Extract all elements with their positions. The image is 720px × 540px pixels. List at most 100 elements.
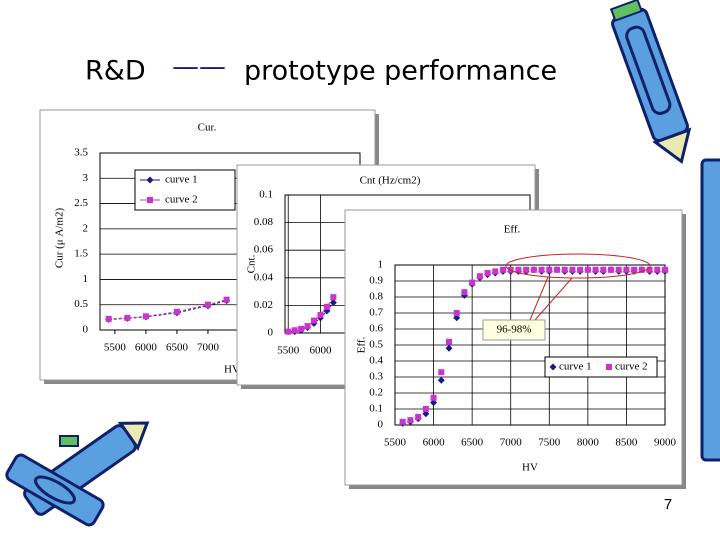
annotation-ellipse <box>505 253 651 279</box>
marker-square <box>615 266 622 273</box>
y-tick-label: 3.5 <box>74 147 88 159</box>
marker-square <box>500 266 506 273</box>
x-tick-label: 5500 <box>277 345 300 357</box>
marker-square <box>492 268 499 275</box>
title-rest: prototype performance <box>244 56 557 87</box>
x-tick-label: 8000 <box>577 437 600 449</box>
x-tick-label: 6000 <box>135 342 158 354</box>
crayon-right <box>700 158 720 462</box>
marker-square <box>469 279 476 286</box>
marker-square <box>285 328 292 335</box>
x-tick-label: 5500 <box>384 437 407 449</box>
title-lead: R&D <box>85 56 146 87</box>
marker-diamond <box>329 299 337 307</box>
marker-square <box>584 266 591 273</box>
y-axis-label: Eff. <box>356 336 368 353</box>
marker-square <box>330 294 337 301</box>
marker-square <box>311 317 318 324</box>
marker-square <box>507 266 514 273</box>
marker-square <box>606 364 612 370</box>
y-tick-label: 0 <box>268 327 274 339</box>
chart-card: 0 0.1 0.2 0.3 0.4 0.5 0.6 0.7 0.8 0.9 1 5500 6000 650… <box>344 209 686 489</box>
y-tick-label: 0.2 <box>369 387 383 399</box>
marker-square <box>476 273 483 280</box>
title-dash: —— <box>172 52 226 83</box>
marker-square <box>515 266 522 273</box>
y-tick-label: 1 <box>378 259 384 271</box>
marker-square <box>638 266 645 273</box>
y-tick-label: 0.06 <box>254 244 274 256</box>
y-axis-label: Cnt. <box>246 254 258 273</box>
chart-title: Eff. <box>504 224 521 236</box>
marker-square <box>546 266 553 273</box>
y-tick-label: 3 <box>83 172 89 184</box>
x-tick-label: 9000 <box>654 437 677 449</box>
y-tick-label: 0.08 <box>254 216 274 228</box>
marker-diamond <box>430 399 438 407</box>
y-tick-label: 0.5 <box>74 298 88 310</box>
y-tick-label: 0.1 <box>369 403 383 415</box>
legend-box <box>544 356 658 378</box>
charts: 0 0.5 1 1.5 2 2.5 3 3.5 5500 6000 6500 7000 Cur. HV Cu… <box>39 109 686 489</box>
marker-square <box>484 270 491 276</box>
marker-square <box>623 266 630 273</box>
annotation-pointer <box>529 276 549 321</box>
page-number: 7 <box>664 496 672 513</box>
legend-box <box>134 169 236 211</box>
x-tick-label: 6500 <box>166 342 189 354</box>
x-tick-label: 5500 <box>104 342 127 354</box>
marker-square <box>631 266 638 273</box>
marker-square <box>407 417 414 424</box>
marker-square <box>422 406 429 412</box>
marker-square <box>317 312 324 319</box>
chart-title: Cur. <box>198 122 217 134</box>
marker-square <box>569 266 576 273</box>
marker-square <box>323 303 330 310</box>
marker-square <box>204 301 211 308</box>
marker-square <box>662 266 668 273</box>
marker-square <box>142 313 149 320</box>
x-tick-label: 6000 <box>309 345 332 357</box>
crayon-top-right <box>609 0 692 164</box>
y-axis-label: Cur (μ A/m2) <box>54 208 66 269</box>
x-tick-label: 6000 <box>423 437 446 449</box>
y-tick-label: 0 <box>378 419 384 431</box>
marker-diamond <box>445 344 453 352</box>
y-tick-label: 1 <box>83 273 89 285</box>
x-tick-label: 7000 <box>500 437 523 449</box>
y-tick-label: 0.1 <box>259 189 273 201</box>
marker-square <box>592 266 599 273</box>
annotation-pointer <box>534 277 573 321</box>
marker-square <box>461 289 468 296</box>
x-axis-label: HV <box>522 462 538 474</box>
marker-square <box>124 314 131 321</box>
marker-square <box>453 310 460 316</box>
y-tick-label: 0.3 <box>369 371 383 383</box>
marker-square <box>291 327 298 334</box>
marker-diamond <box>453 314 461 322</box>
y-tick-label: 0.9 <box>369 275 383 287</box>
marker-square <box>577 266 584 273</box>
marker-square <box>304 323 311 330</box>
y-tick-label: 0.6 <box>369 323 383 335</box>
marker-diamond <box>437 376 445 384</box>
y-tick-label: 2.5 <box>74 197 88 209</box>
marker-square <box>438 369 445 376</box>
marker-square <box>600 266 607 273</box>
y-tick-label: 2 <box>83 222 89 234</box>
series-line <box>108 299 227 320</box>
y-tick-label: 0.7 <box>369 307 383 319</box>
marker-square <box>538 266 545 273</box>
y-tick-label: 1.5 <box>74 248 88 260</box>
marker-square <box>654 266 661 273</box>
marker-square <box>105 315 112 322</box>
marker-square <box>523 266 530 273</box>
marker-diamond <box>549 363 557 371</box>
marker-square <box>415 414 422 420</box>
marker-square <box>430 394 437 401</box>
legend-label: curve 2 <box>165 194 198 206</box>
crayons-bottom-left <box>5 421 150 527</box>
marker-diamond <box>422 410 430 418</box>
x-tick-label: 8500 <box>615 437 638 449</box>
x-tick-label: 7500 <box>538 437 561 449</box>
